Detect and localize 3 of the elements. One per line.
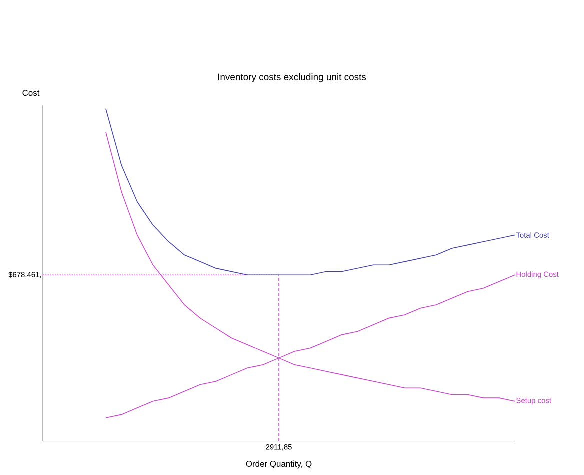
chart-subtitle: Inventory costs excluding unit costs	[218, 74, 366, 82]
x-axis-title: Order Quantity, Q	[246, 460, 312, 469]
y-axis-title: Cost	[22, 90, 40, 96]
